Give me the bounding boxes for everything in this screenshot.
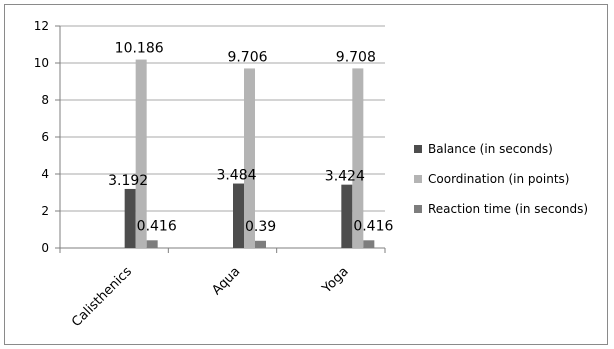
x-tick-label: Yoga — [319, 264, 352, 297]
bar — [124, 188, 136, 248]
data-label: 0.39 — [245, 219, 276, 235]
data-label: 0.416 — [137, 218, 177, 234]
data-label: 3.192 — [108, 173, 148, 189]
gridlines — [60, 25, 385, 212]
bar — [146, 240, 158, 248]
y-tick-label: 12 — [34, 19, 49, 33]
y-tick-label: 0 — [41, 241, 49, 255]
legend-label: Reaction time (in seconds) — [428, 202, 588, 216]
x-tick-label: Aqua — [209, 264, 243, 298]
y-tick-label: 10 — [34, 56, 49, 70]
legend-label: Balance (in seconds) — [428, 142, 553, 156]
y-tick-label: 2 — [41, 204, 49, 218]
legend-label: Coordination (in points) — [428, 172, 569, 186]
bar — [135, 59, 147, 249]
bar — [233, 183, 244, 248]
data-label: 9.708 — [336, 49, 376, 65]
data-label: 3.484 — [216, 168, 256, 184]
legend-swatch — [414, 145, 422, 153]
bars — [124, 59, 375, 249]
bar — [352, 68, 364, 248]
data-label: 10.186 — [115, 41, 164, 57]
bar — [341, 184, 353, 248]
legend-swatch — [414, 175, 422, 183]
data-label: 9.706 — [227, 49, 267, 65]
y-tick-label: 6 — [41, 130, 49, 144]
bar — [244, 68, 255, 249]
x-tick-label: Calisthenics — [69, 264, 135, 330]
y-tick-label: 8 — [41, 93, 49, 107]
legend-swatch — [414, 205, 422, 213]
y-tick-label: 4 — [41, 167, 49, 181]
data-labels: 3.192 10.186 0.416 3.484 9.706 0.39 3.424 9.708… — [108, 41, 393, 235]
data-label: 0.416 — [353, 218, 393, 234]
legend: Balance (in seconds) Coordination (in poi… — [414, 142, 588, 216]
bar — [363, 240, 375, 248]
data-label: 3.424 — [325, 169, 365, 185]
bar — [255, 240, 266, 248]
